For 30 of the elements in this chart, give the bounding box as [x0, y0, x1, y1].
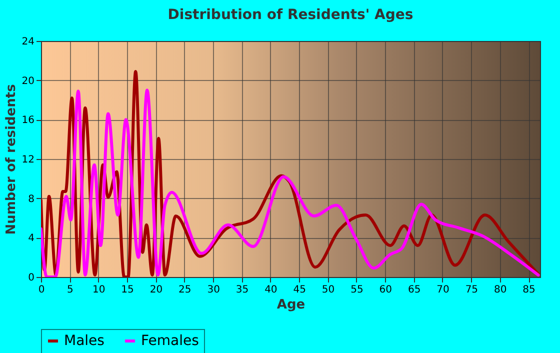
y-axis-title: Number of residents — [4, 84, 19, 235]
x-tick-label: 45 — [293, 284, 306, 296]
x-tick-label: 75 — [465, 284, 478, 296]
legend-label: Males — [64, 333, 104, 349]
x-tick-label: 70 — [436, 284, 450, 296]
x-tick-label: 85 — [522, 284, 536, 296]
x-tick-label: 80 — [494, 284, 507, 296]
x-tick-label: 55 — [350, 284, 364, 296]
y-tick-label: 24 — [22, 36, 34, 48]
x-tick-label: 40 — [264, 284, 278, 296]
legend-label: Females — [141, 333, 199, 349]
x-tick-label: 50 — [322, 284, 335, 296]
x-tick-label: 15 — [121, 284, 134, 296]
x-tick-label: 10 — [92, 284, 106, 296]
x-tick-label: 25 — [178, 284, 192, 296]
x-tick-label: 65 — [408, 284, 421, 296]
x-tick-label: 35 — [236, 284, 249, 296]
y-tick-label: 12 — [22, 154, 34, 166]
x-tick-label: 60 — [379, 284, 392, 296]
chart-title: Distribution of Residents' Ages — [168, 7, 414, 23]
x-tick-label: 20 — [150, 284, 163, 296]
x-axis-title: Age — [276, 298, 306, 312]
x-tick-label: 0 — [38, 284, 45, 296]
y-tick-label: 20 — [22, 76, 34, 87]
y-tick-label: 0 — [28, 272, 34, 284]
y-tick-label: 8 — [28, 194, 34, 205]
y-tick-label: 4 — [28, 233, 34, 244]
x-tick-label: 30 — [207, 284, 220, 296]
x-tick-label: 5 — [66, 284, 74, 296]
y-tick-label: 16 — [22, 115, 34, 126]
